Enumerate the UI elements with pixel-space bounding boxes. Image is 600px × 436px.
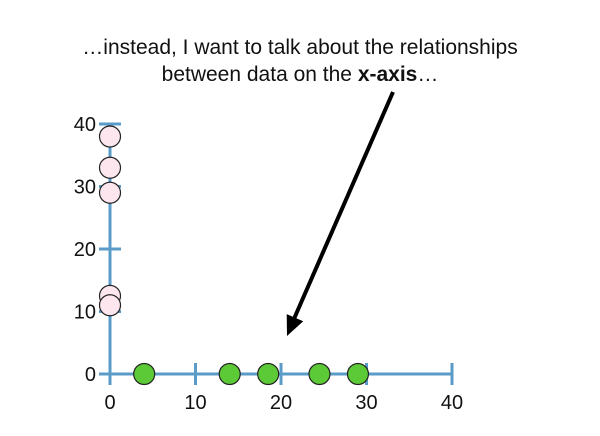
x-tick-label-0: 0	[104, 392, 115, 414]
series-1-point-0	[98, 125, 122, 148]
caption-line-2-prefix: between data on the	[161, 63, 358, 86]
series-0-point-3	[308, 362, 331, 386]
series-0-point-0	[133, 362, 156, 386]
y-tick-label-0: 0	[85, 364, 96, 386]
series-0-point-4	[346, 362, 370, 386]
caption-line-2-suffix: …	[417, 63, 439, 86]
x-tick-label-20: 20	[270, 392, 292, 414]
series-1-point-4	[98, 294, 122, 317]
series-1-point-2	[98, 181, 122, 204]
y-tick-label-40: 40	[74, 114, 96, 136]
caption-line-1: …instead, I want to talk about the relat…	[82, 36, 518, 59]
caption: …instead, I want to talk about the relat…	[0, 34, 600, 88]
series-0-point-1	[218, 362, 241, 386]
y-tick-label-10: 10	[74, 302, 96, 324]
annotation-arrow-shaft	[288, 91, 395, 329]
x-tick-label-10: 10	[184, 392, 206, 414]
caption-line-2: between data on the x-axis…	[0, 61, 600, 88]
series-1-point-1	[98, 156, 122, 179]
series-0-point-2	[257, 362, 280, 386]
annotation-arrow-head	[286, 314, 304, 336]
caption-x-axis-emphasis: x-axis	[357, 63, 418, 86]
y-tick-label-30: 30	[74, 177, 96, 199]
x-tick-label-30: 30	[355, 392, 377, 414]
x-tick-label-40: 40	[441, 392, 463, 414]
y-tick-label-20: 20	[74, 239, 96, 261]
